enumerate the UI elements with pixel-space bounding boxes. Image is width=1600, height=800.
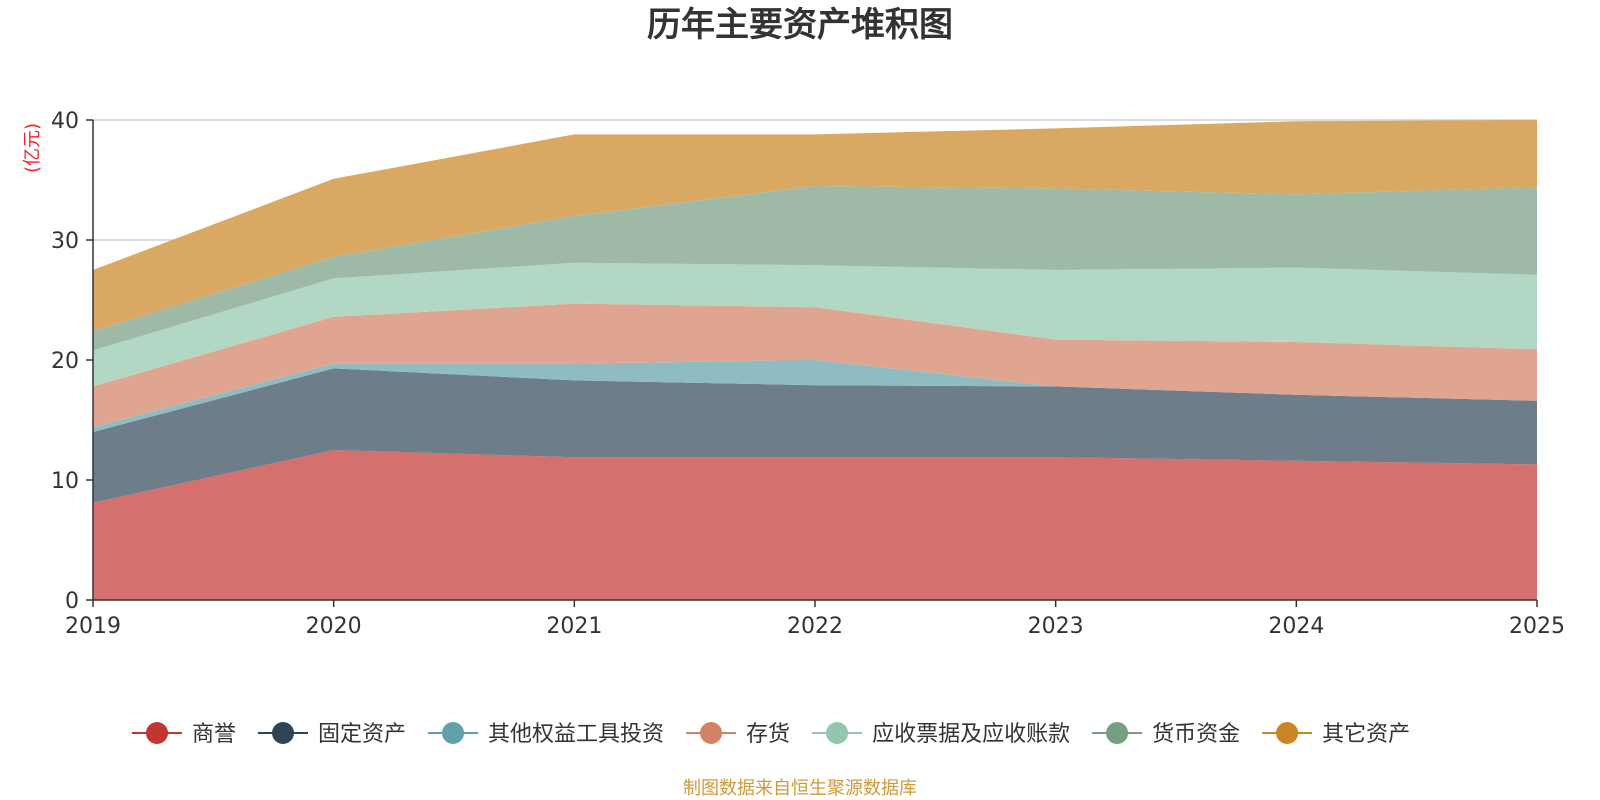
legend-circle-icon [826,722,849,744]
y-tick-label-30: 30 [51,229,79,254]
x-tick-label-2019: 2019 [65,614,121,639]
legend-circle-icon [1276,722,1299,744]
legend-item-4[interactable]: 存货 [686,722,790,747]
legend-item-1[interactable]: 商誉 [132,722,236,747]
area-series-5 [93,262,1537,387]
x-tick-label-2020: 2020 [306,614,362,639]
legend-label: 其它资产 [1322,722,1410,747]
area-series-4 [93,303,1537,428]
area-series-6 [93,186,1537,351]
y-tick-label-0: 0 [65,589,79,614]
legend-item-6[interactable]: 货币资金 [1092,722,1240,747]
x-tick-label-2023: 2023 [1028,614,1084,639]
legend-label: 货币资金 [1152,722,1240,747]
legend-circle-icon [272,722,295,744]
legend-circle-icon [700,722,723,744]
legend-item-3[interactable]: 其他权益工具投资 [428,722,664,747]
y-tick-label-20: 20 [51,349,79,374]
chart-title: 历年主要资产堆积图 [647,5,953,45]
y-tick-label-10: 10 [51,469,79,494]
x-tick-label-2025: 2025 [1509,614,1565,639]
x-tick-label-2021: 2021 [546,614,602,639]
area-series-7 [93,120,1537,332]
legend-label: 商誉 [192,722,236,747]
stacked-areas [93,120,1537,600]
legend-label: 应收票据及应收账款 [872,722,1070,747]
x-tick-label-2022: 2022 [787,614,843,639]
y-axis-ticks: 0 10 20 30 40 [51,109,93,614]
data-source-note: 制图数据来自恒生聚源数据库 [683,778,917,799]
legend-label: 固定资产 [318,722,406,747]
y-axis-unit-label: (亿元) [22,123,43,173]
legend-label: 存货 [746,722,790,747]
x-tick-label-2024: 2024 [1268,614,1324,639]
area-series-3 [93,360,1537,432]
legend-circle-icon [1106,722,1129,744]
area-series-2 [93,368,1537,503]
legend: 商誉 固定资产 其他权益工具投资 存货 应收票据及应收账款 货币资金 其它资产 [132,722,1410,747]
y-tick-label-40: 40 [51,109,79,134]
area-series-1 [93,450,1537,600]
x-axis-ticks: 2019 2020 2021 2022 2023 2024 2025 [65,600,1565,639]
legend-item-5[interactable]: 应收票据及应收账款 [812,722,1070,747]
legend-circle-icon [442,722,465,744]
legend-item-2[interactable]: 固定资产 [258,722,406,747]
legend-circle-icon [146,722,168,744]
legend-item-7[interactable]: 其它资产 [1262,722,1410,747]
legend-label: 其他权益工具投资 [488,722,664,747]
